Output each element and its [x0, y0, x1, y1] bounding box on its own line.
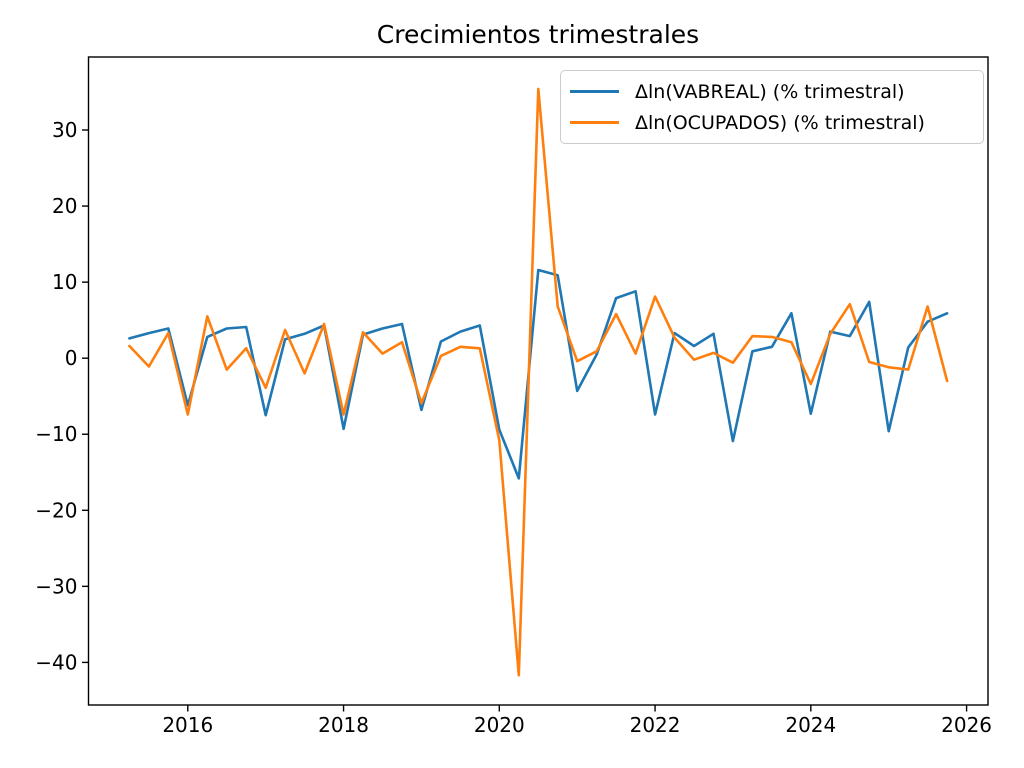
x-axis-tick-label: 2024 [785, 713, 836, 737]
x-axis-tick-label: 2018 [318, 713, 369, 737]
legend-entry: Δln(OCUPADOS) (% trimestral) [570, 107, 975, 138]
y-axis-tick-label: 30 [52, 118, 77, 142]
y-axis-tick-label: −30 [35, 574, 77, 598]
y-axis-tick-label: 10 [52, 270, 77, 294]
legend-line-sample-ocupados [570, 121, 619, 124]
x-axis-tick-label: 2016 [162, 713, 213, 737]
legend-label-ocupados: Δln(OCUPADOS) (% trimestral) [635, 111, 925, 134]
x-axis-tick-label: 2022 [630, 713, 681, 737]
legend-line-sample-vabreal [570, 90, 619, 93]
y-axis-tick-label: −20 [35, 498, 77, 522]
y-axis-tick-label: 20 [52, 194, 77, 218]
plot-border [87, 56, 989, 706]
legend: Δln(VABREAL) (% trimestral) Δln(OCUPADOS… [560, 70, 984, 144]
series-line-1 [128, 87, 949, 677]
x-axis-tick-label: 2026 [941, 713, 992, 737]
series-line-0 [128, 268, 949, 480]
y-axis-tick-label: −40 [35, 650, 77, 674]
legend-label-vabreal: Δln(VABREAL) (% trimestral) [635, 80, 905, 103]
y-axis-tick-label: −10 [35, 422, 77, 446]
x-axis-tick-label: 2020 [474, 713, 525, 737]
chart-title: Crecimientos trimestrales [376, 20, 700, 49]
legend-entry: Δln(VABREAL) (% trimestral) [570, 76, 975, 107]
y-axis-tick-label: 0 [65, 346, 78, 370]
